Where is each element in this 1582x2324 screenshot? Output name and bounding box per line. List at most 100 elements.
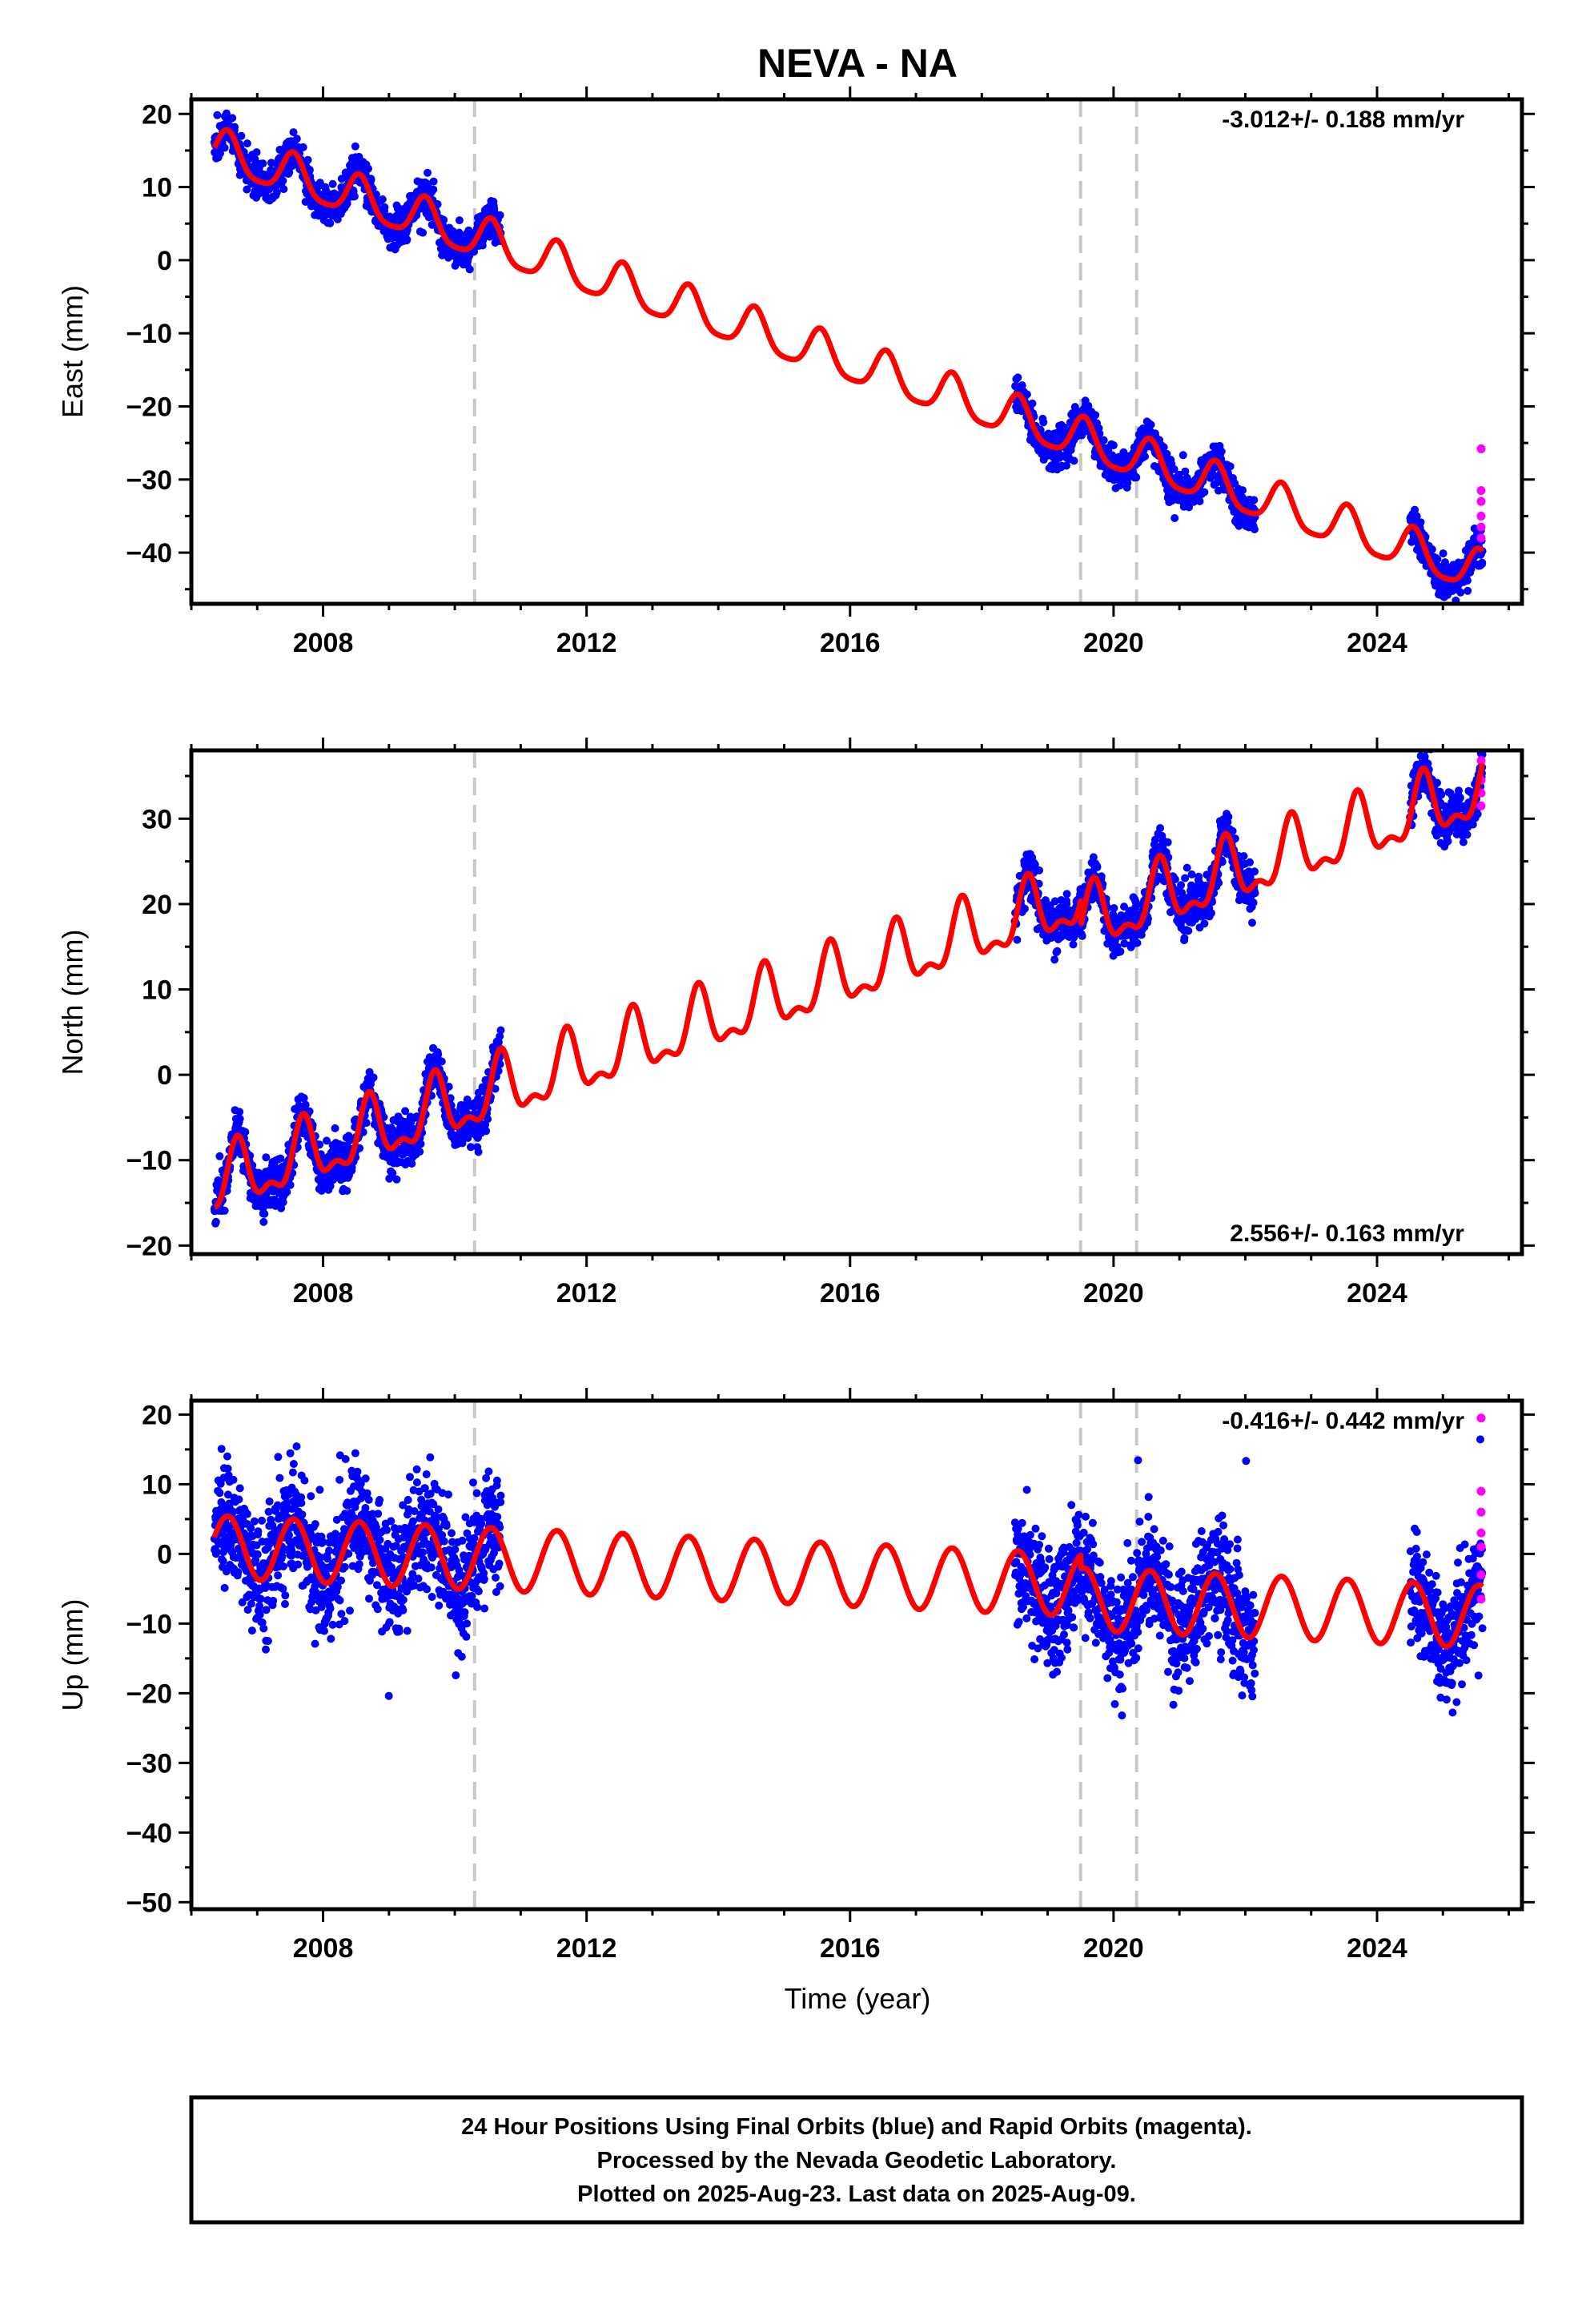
data-point — [235, 1115, 244, 1123]
data-point — [252, 148, 261, 157]
data-point — [1018, 381, 1026, 390]
data-point — [235, 1495, 243, 1504]
data-point — [299, 1094, 308, 1103]
data-point — [234, 1568, 243, 1577]
data-point — [1053, 947, 1062, 955]
model-curve — [212, 762, 1486, 1210]
data-point — [220, 143, 229, 152]
data-point — [1248, 919, 1256, 927]
data-point — [1091, 411, 1100, 420]
y-tick-label: −10 — [126, 319, 172, 349]
data-point — [220, 1206, 229, 1215]
data-point — [1439, 549, 1447, 558]
data-point — [1115, 481, 1124, 490]
data-point — [380, 203, 389, 211]
y-axis-label: East (mm) — [56, 285, 89, 418]
data-point — [1170, 875, 1179, 883]
data-point — [216, 149, 224, 158]
data-point — [1433, 555, 1442, 564]
data-point — [219, 1557, 227, 1566]
data-point — [267, 159, 275, 167]
data-point — [1249, 899, 1258, 907]
x-tick-label: 2012 — [556, 628, 617, 658]
rapid-point — [1476, 444, 1486, 453]
event-lines — [472, 99, 1138, 604]
y-tick-label: −10 — [126, 1146, 172, 1176]
data-point — [465, 265, 474, 274]
data-point — [213, 111, 222, 119]
data-point — [1078, 931, 1086, 940]
data-point — [1443, 837, 1452, 846]
data-point — [265, 1497, 274, 1506]
data-point — [243, 1510, 251, 1518]
data-point — [211, 1217, 220, 1226]
data-point — [1178, 451, 1187, 460]
data-point — [1251, 525, 1259, 533]
data-point — [1437, 790, 1446, 799]
data-point — [1416, 518, 1425, 527]
data-point — [1215, 879, 1223, 887]
data-point — [1251, 867, 1259, 876]
data-point — [392, 1175, 401, 1184]
data-point — [279, 185, 288, 194]
data-point — [470, 247, 478, 256]
x-tick-label: 2012 — [556, 1278, 617, 1309]
data-point — [1456, 794, 1464, 802]
data-point — [1181, 874, 1190, 883]
data-point — [1180, 934, 1189, 943]
data-point — [243, 139, 251, 148]
data-point — [254, 1527, 263, 1536]
rapid-point — [1476, 522, 1486, 532]
data-point — [1119, 448, 1128, 456]
x-tick-label: 2024 — [1347, 1278, 1407, 1309]
data-point — [1455, 786, 1463, 795]
data-point — [1116, 947, 1125, 956]
data-point — [433, 200, 442, 208]
data-point — [1095, 429, 1104, 438]
x-tick-label: 2016 — [820, 1278, 881, 1309]
data-point — [1182, 863, 1191, 872]
data-point — [1035, 866, 1044, 875]
data-point — [343, 1187, 351, 1195]
data-point — [1110, 904, 1118, 912]
data-point — [259, 1624, 268, 1633]
data-point — [1459, 838, 1468, 846]
data-point — [259, 159, 267, 168]
data-point — [241, 1128, 250, 1136]
chart-title: NEVA - NA — [757, 41, 958, 86]
data-point — [424, 168, 432, 177]
x-tick-label: 2024 — [1347, 628, 1407, 658]
data-point — [1050, 955, 1059, 964]
data-point — [331, 1124, 339, 1132]
data-point — [212, 1547, 221, 1556]
y-tick-label: 30 — [142, 804, 172, 834]
data-point — [1159, 443, 1168, 452]
data-point — [260, 1209, 269, 1218]
data-point — [1156, 824, 1165, 832]
data-point — [1224, 813, 1233, 821]
data-point — [371, 190, 380, 199]
final-orbit-points — [210, 109, 1487, 604]
data-point — [367, 175, 375, 184]
data-point — [247, 1626, 256, 1635]
event-lines — [472, 750, 1138, 1254]
data-point — [276, 1154, 285, 1163]
data-point — [1062, 899, 1071, 908]
data-point — [1187, 870, 1196, 879]
data-point — [1177, 881, 1186, 890]
data-point — [350, 192, 359, 201]
data-point — [351, 142, 359, 151]
data-point — [416, 1140, 425, 1148]
data-point — [1084, 401, 1093, 410]
data-point — [279, 176, 287, 185]
data-point — [229, 1475, 238, 1484]
data-point — [262, 1606, 271, 1614]
data-point — [1184, 927, 1193, 935]
data-point — [255, 1610, 264, 1619]
data-point — [403, 235, 412, 244]
data-point — [262, 1153, 271, 1162]
data-point — [419, 228, 428, 237]
data-point — [326, 219, 335, 227]
